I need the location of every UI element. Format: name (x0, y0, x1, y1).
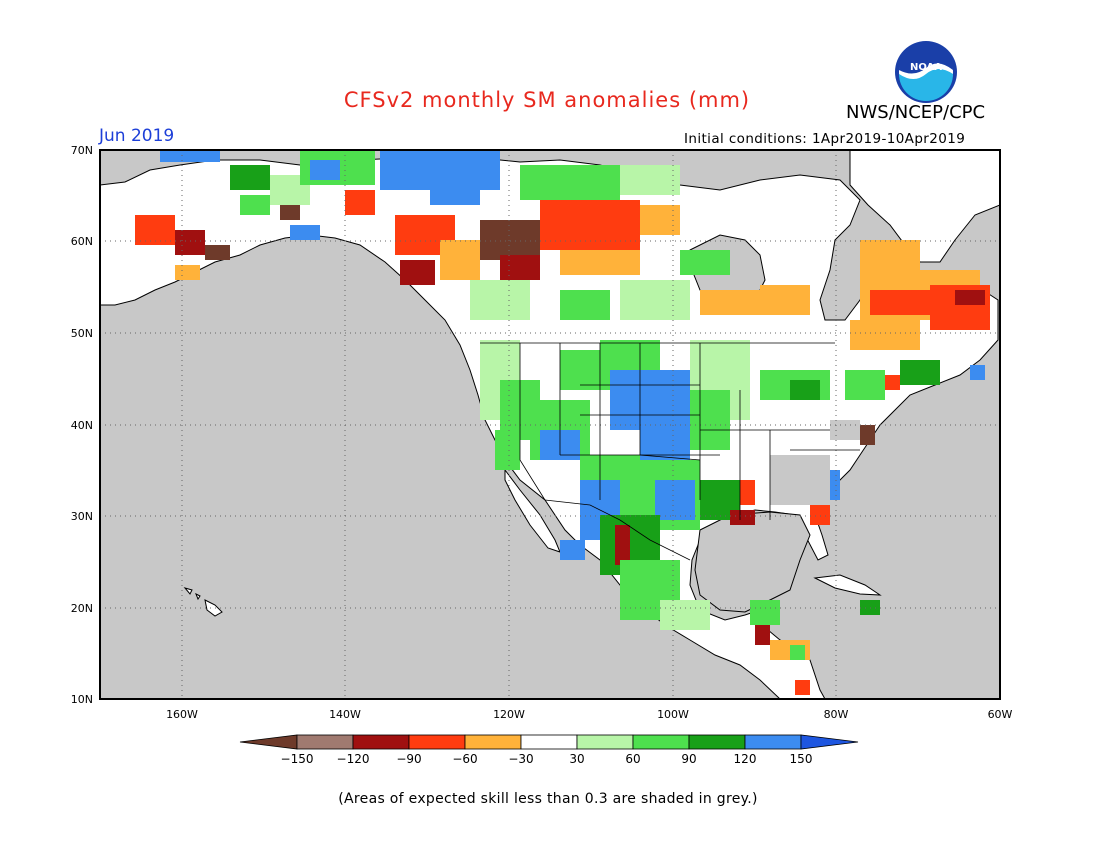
colorbar-label: 60 (625, 752, 640, 766)
organization-label: NWS/NCEP/CPC (846, 102, 986, 123)
anomaly-cells (135, 150, 990, 695)
colorbar-label: −60 (452, 752, 477, 766)
colorbar: −150 −120 −90 −60 −30 30 60 90 120 150 (239, 734, 859, 766)
longitude-labels: 160W 140W 120W 100W 80W 60W (166, 708, 1012, 721)
lat-label: 50N (71, 327, 93, 340)
initial-conditions: Initial conditions: 1Apr2019-10Apr2019 (684, 131, 966, 147)
map-frame (99, 149, 1001, 700)
lat-label: 10N (71, 693, 93, 706)
map-title: CFSv2 monthly SM anomalies (mm) (343, 88, 751, 112)
cuba (813, 574, 882, 596)
svg-text:NOAA: NOAA (910, 62, 942, 73)
lat-label: 60N (71, 235, 93, 248)
colorbar-arrow-low (239, 734, 298, 750)
colorbar-segment (520, 734, 578, 750)
colorbar-label: 30 (569, 752, 584, 766)
colorbar-segment (744, 734, 802, 750)
lon-label: 140W (329, 708, 361, 721)
lat-label: 70N (71, 144, 93, 157)
political-borders (480, 342, 860, 561)
latitude-labels: 70N 60N 50N 40N 30N 20N 10N (71, 144, 93, 706)
lon-label: 120W (493, 708, 525, 721)
colorbar-label: −120 (337, 752, 370, 766)
colorbar-segment (464, 734, 522, 750)
baja-california (504, 468, 561, 553)
greenland-landmass (849, 150, 1000, 263)
hawaii (183, 587, 223, 617)
colorbar-segment (632, 734, 690, 750)
colorbar-segment (296, 734, 354, 750)
lon-label: 160W (166, 708, 198, 721)
graticule (100, 150, 1000, 699)
lat-label: 30N (71, 510, 93, 523)
skill-footnote: (Areas of expected skill less than 0.3 a… (338, 791, 758, 807)
lon-label: 60W (988, 708, 1013, 721)
colorbar-segment (408, 734, 466, 750)
colorbar-label: 90 (681, 752, 696, 766)
colorbar-label: −90 (396, 752, 421, 766)
colorbar-segment (352, 734, 410, 750)
lat-label: 40N (71, 419, 93, 432)
colorbar-label: −30 (508, 752, 533, 766)
colorbar-segment (576, 734, 634, 750)
forecast-month: Jun 2019 (99, 126, 175, 146)
colorbar-label: 150 (790, 752, 813, 766)
lat-label: 20N (71, 602, 93, 615)
colorbar-label: −150 (281, 752, 314, 766)
noaa-logo: NOAA (895, 41, 957, 103)
lon-label: 100W (657, 708, 689, 721)
colorbar-label: 120 (734, 752, 757, 766)
colorbar-arrow-high (800, 734, 859, 750)
lon-label: 80W (824, 708, 849, 721)
colorbar-segment (688, 734, 746, 750)
